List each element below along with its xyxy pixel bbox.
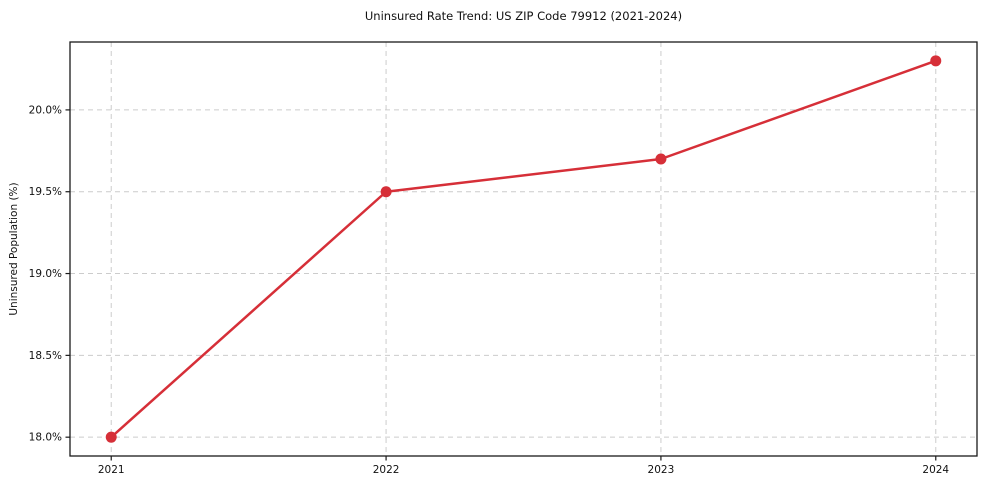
x-tick-label: 2021 [98, 464, 125, 476]
chart-title: Uninsured Rate Trend: US ZIP Code 79912 … [364, 9, 683, 23]
y-tick-label: 18.0% [29, 432, 62, 444]
trend-line [109, 59, 938, 439]
y-tick-label: 19.5% [29, 186, 62, 198]
x-tick-label: 2023 [648, 464, 675, 476]
y-tick-label: 19.0% [29, 268, 62, 280]
data-point [930, 55, 942, 67]
x-tick-label: 2024 [922, 464, 949, 476]
data-point [655, 153, 667, 165]
y-tick-label: 20.0% [29, 104, 62, 116]
data-point [105, 431, 117, 443]
data-point [380, 186, 392, 198]
x-tick-label: 2022 [373, 464, 400, 476]
y-tick-label: 18.5% [29, 350, 62, 362]
axes-frame [69, 41, 978, 457]
